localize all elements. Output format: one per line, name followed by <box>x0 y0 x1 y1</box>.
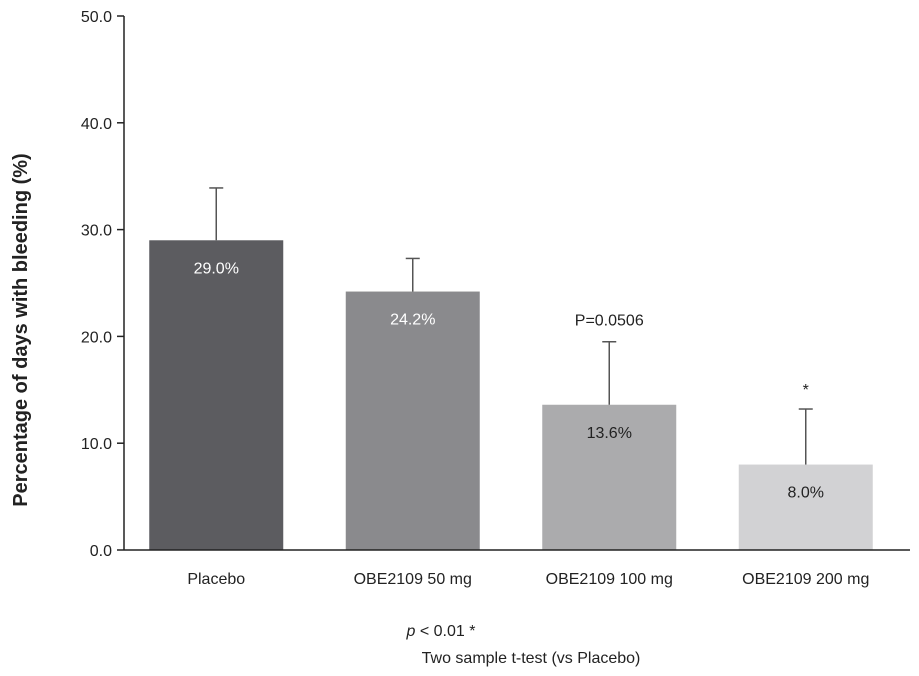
x-category-label: OBE2109 50 mg <box>354 571 472 588</box>
y-axis: 0.0 10.0 20.0 30.0 40.0 50.0 <box>81 9 125 560</box>
data-label: 24.2% <box>390 312 435 329</box>
x-category-label: Placebo <box>187 571 245 588</box>
y-axis-title: Percentage of days with bleeding (%) <box>10 153 32 506</box>
footnote-p-value: < 0.01 * <box>415 623 475 640</box>
y-tick-label: 50.0 <box>81 9 112 26</box>
bar-annotation: P=0.0506 <box>575 313 644 330</box>
y-tick-label: 30.0 <box>81 223 112 240</box>
footnote-test: Two sample t-test (vs Placebo) <box>422 650 641 667</box>
footnote-p-symbol: p <box>406 623 416 640</box>
x-axis: Placebo OBE2109 50 mg OBE2109 100 mg OBE210… <box>124 549 910 588</box>
bar <box>542 404 677 550</box>
data-label: 8.0% <box>788 485 824 502</box>
y-tick-label: 0.0 <box>90 543 112 560</box>
y-tick-label: 10.0 <box>81 436 112 453</box>
bar <box>738 464 873 550</box>
y-tick-label: 40.0 <box>81 116 112 133</box>
data-labels: 29.0% 24.2% 13.6% P=0.0506 8.0% * <box>194 260 824 501</box>
error-bars <box>209 187 813 465</box>
data-label: 29.0% <box>194 260 239 277</box>
bars <box>149 240 873 550</box>
bar <box>149 240 284 550</box>
footnote-significance: p < 0.01 * <box>406 623 476 640</box>
bar-annotation: * <box>803 382 809 399</box>
data-label: 13.6% <box>587 425 632 442</box>
bar <box>345 291 480 550</box>
x-category-label: OBE2109 100 mg <box>546 571 673 588</box>
y-tick-label: 20.0 <box>81 329 112 346</box>
x-category-label: OBE2109 200 mg <box>742 571 869 588</box>
